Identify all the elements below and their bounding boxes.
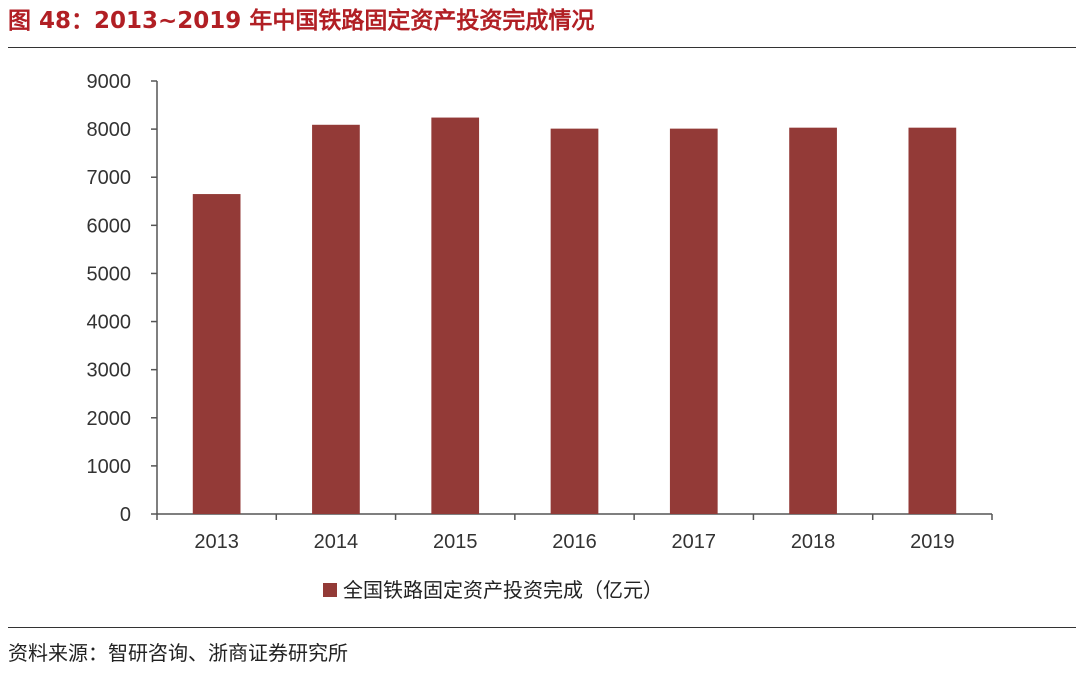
y-tick-label: 4000 <box>87 312 132 334</box>
x-tick-label: 2019 <box>910 531 955 553</box>
y-tick-label: 9000 <box>87 71 132 93</box>
x-tick-label: 2017 <box>672 531 717 553</box>
y-tick-label: 7000 <box>87 167 132 189</box>
y-tick-label: 6000 <box>87 215 132 237</box>
x-tick-label: 2014 <box>314 531 359 553</box>
y-tick-label: 3000 <box>87 360 132 382</box>
x-tick-label: 2018 <box>791 531 836 553</box>
y-tick-label: 1000 <box>87 456 132 478</box>
bar-series <box>192 117 957 515</box>
bar-2014 <box>312 124 360 514</box>
source-note: 资料来源：智研咨询、浙商证券研究所 <box>8 641 348 665</box>
bar-2015 <box>431 117 480 514</box>
bar-2019 <box>908 127 957 514</box>
bar-2017 <box>669 128 718 514</box>
legend: 全国铁路固定资产投资完成（亿元） <box>323 578 663 602</box>
y-tick-label: 8000 <box>87 119 132 141</box>
y-tick-label: 5000 <box>87 263 132 285</box>
bar-2016 <box>550 128 599 514</box>
title-divider <box>8 47 1076 48</box>
legend-label: 全国铁路固定资产投资完成（亿元） <box>343 578 663 602</box>
source-divider <box>8 627 1076 628</box>
bar-chart: 0 1000 2000 3000 4000 5000 6000 7000 8000 9000 20… <box>87 71 993 602</box>
x-tick-label: 2016 <box>552 531 597 553</box>
x-tick-label: 2013 <box>194 531 239 553</box>
x-tick-label: 2015 <box>433 531 478 553</box>
y-axis: 0 1000 2000 3000 4000 5000 6000 7000 8000 9000 <box>87 71 158 526</box>
y-tick-label: 0 <box>120 504 131 526</box>
x-axis: 2013 2014 2015 2016 2017 2018 2019 <box>156 513 993 553</box>
bar-2018 <box>789 127 837 514</box>
bar-2013 <box>192 194 241 515</box>
y-tick-label: 2000 <box>87 408 132 430</box>
legend-swatch <box>323 583 337 597</box>
figure-title: 图 48：2013~2019 年中国铁路固定资产投资完成情况 <box>8 8 595 34</box>
